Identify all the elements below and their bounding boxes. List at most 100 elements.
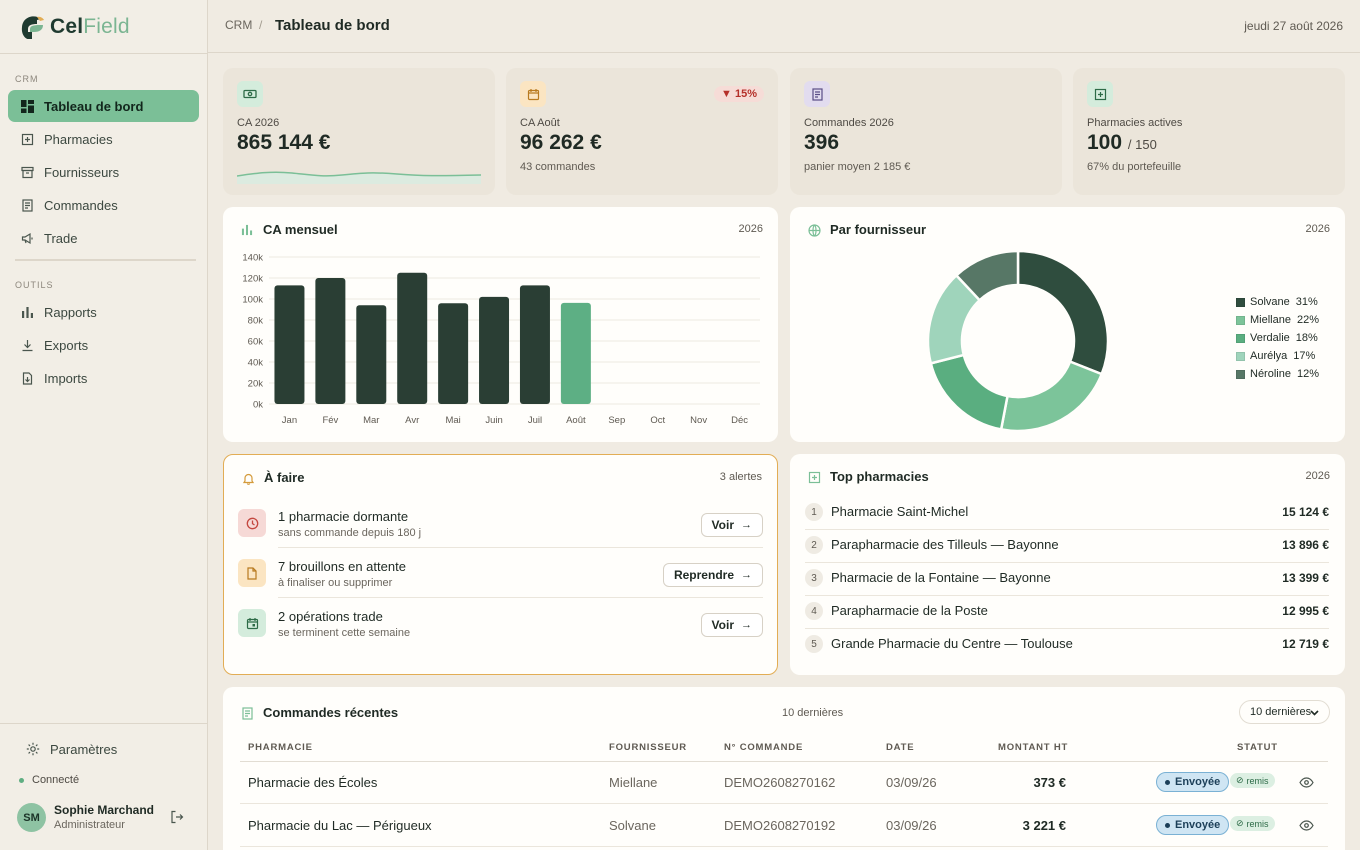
y-tick-label: 0k	[253, 400, 263, 411]
top-pharmacy-row[interactable]: 5 Grande Pharmacie du Centre — Toulouse …	[805, 629, 1329, 662]
legend-swatch	[1236, 333, 1245, 343]
slice-miellane[interactable]	[999, 359, 1104, 433]
rank-badge: 2	[805, 536, 823, 554]
breadcrumb-separator: /	[259, 18, 263, 32]
legend-value: 12%	[1296, 368, 1319, 380]
y-tick-label: 40k	[248, 358, 264, 369]
eye-icon[interactable]	[1299, 777, 1314, 788]
sidebar-item-label: Tableau de bord	[44, 98, 144, 114]
legend-item: Verdalie 18%	[1236, 332, 1318, 344]
page-title: Tableau de bord	[275, 17, 390, 34]
column-header-amount[interactable]: MONTANT HT	[998, 742, 1069, 753]
row-separator	[240, 803, 1328, 804]
bar-mar[interactable]	[356, 305, 387, 404]
card-title: Commandes récentes	[263, 705, 399, 720]
kpi-label: Pharmacies actives	[1087, 117, 1183, 129]
chevron-down-icon	[1310, 710, 1319, 716]
calendar-icon	[520, 81, 546, 107]
slice-verdalie[interactable]	[929, 353, 1009, 431]
pharmacy-amount: 13 896 €	[1282, 538, 1329, 552]
slice-solvane[interactable]	[1016, 249, 1110, 376]
legend-item: Solvane 31%	[1236, 296, 1318, 308]
pharmacy-amount: 13 399 €	[1282, 571, 1329, 585]
legend-swatch	[1236, 297, 1245, 307]
x-tick-label: Fév	[322, 415, 338, 426]
column-header-pharmacy[interactable]: PHARMACIE	[248, 742, 313, 753]
order-date: 03/09/26	[886, 818, 937, 833]
resume-drafts-button[interactable]: Reprendre →	[662, 563, 763, 587]
sidebar-item-label: Pharmacies	[44, 131, 113, 147]
kpi-sub: 67% du portefeuille	[1087, 161, 1182, 173]
receipt-icon	[240, 706, 254, 720]
alert-count: 3 alertes	[719, 471, 762, 483]
bar-jan[interactable]	[274, 285, 305, 404]
top-pharmacy-row[interactable]: 4 Parapharmacie de la Poste 12 995 €	[805, 596, 1329, 629]
arrow-right-icon: →	[741, 569, 752, 581]
sidebar-item-label: Exports	[44, 337, 89, 353]
building-icon	[1087, 81, 1113, 107]
avatar[interactable]: SM	[17, 803, 46, 832]
sidebar-item-orders[interactable]: Commandes	[8, 189, 199, 221]
bar-août[interactable]	[560, 302, 591, 404]
kpi-label: Commandes 2026	[804, 117, 894, 129]
bar-juin[interactable]	[479, 296, 510, 404]
bar-chart-icon	[20, 305, 34, 319]
download-icon	[20, 338, 34, 352]
status-dot-icon	[19, 777, 24, 783]
top-pharmacy-row[interactable]: 2 Parapharmacie des Tilleuls — Bayonne 1…	[805, 530, 1329, 563]
x-tick-label: Mai	[445, 415, 460, 426]
bar-juil[interactable]	[519, 285, 550, 404]
sidebar-item-pharmacies[interactable]: Pharmacies	[8, 123, 199, 155]
top-pharmacy-row[interactable]: 3 Pharmacie de la Fontaine — Bayonne 13 …	[805, 563, 1329, 596]
sidebar-item-trade[interactable]: Trade	[8, 222, 199, 254]
kpi-label: CA 2026	[237, 117, 280, 129]
row-separator	[278, 597, 763, 598]
sidebar-item-imports[interactable]: Imports	[8, 362, 199, 394]
sidebar-item-reports[interactable]: Rapports	[8, 296, 199, 328]
order-pharmacy[interactable]: Pharmacie du Lac — Périgueux	[248, 818, 432, 833]
x-tick-label: Juil	[528, 415, 542, 426]
column-header-order-number[interactable]: N° COMMANDE	[724, 742, 804, 753]
gear-icon	[26, 742, 40, 756]
orders-limit-select[interactable]: 10 dernières	[1239, 700, 1330, 724]
receipt-icon	[20, 198, 34, 212]
card-year: 2026	[1305, 470, 1330, 482]
clock-icon	[238, 509, 266, 537]
x-tick-label: Oct	[650, 415, 665, 426]
top-pharmacy-row[interactable]: 1 Pharmacie Saint-Michel 15 124 €	[805, 497, 1329, 530]
bar-chart-icon	[240, 223, 254, 237]
view-dormant-button[interactable]: Voir →	[700, 513, 763, 537]
column-header-supplier[interactable]: FOURNISSEUR	[609, 742, 687, 753]
top-bar: CRM / Tableau de bord jeudi 27 août 2026	[208, 0, 1360, 53]
legend-value: 17%	[1293, 350, 1316, 362]
todo-subtitle: à finaliser ou supprimer	[278, 577, 393, 589]
delivered-tag: ⊘ remis	[1230, 773, 1275, 788]
eye-icon[interactable]	[1299, 820, 1314, 831]
row-separator	[805, 529, 1329, 530]
arrow-right-icon: →	[741, 619, 752, 631]
order-amount: 3 221 €	[1022, 818, 1066, 833]
order-amount: 373 €	[1033, 775, 1066, 790]
sidebar-item-settings[interactable]: Paramètres	[14, 733, 199, 765]
view-trade-button[interactable]: Voir →	[700, 613, 763, 637]
x-tick-label: Août	[566, 415, 586, 426]
column-header-status[interactable]: STATUT	[1237, 742, 1278, 753]
top-pharmacies-card: Top pharmacies 2026 1 Pharmacie Saint-Mi…	[790, 454, 1345, 675]
row-separator	[240, 761, 1328, 762]
pharmacy-amount: 12 719 €	[1282, 637, 1329, 651]
column-header-date[interactable]: DATE	[886, 742, 915, 753]
x-tick-label: Juin	[485, 415, 502, 426]
sidebar-item-exports[interactable]: Exports	[8, 329, 199, 361]
order-number: DEMO2608270192	[724, 818, 836, 833]
bar-fév[interactable]	[315, 278, 346, 404]
sidebar-item-suppliers[interactable]: Fournisseurs	[8, 156, 199, 188]
breadcrumb[interactable]: CRM	[225, 18, 253, 32]
order-pharmacy[interactable]: Pharmacie des Écoles	[248, 775, 378, 790]
slice-néroline[interactable]	[954, 249, 1020, 302]
sidebar-item-dashboard[interactable]: Tableau de bord	[8, 90, 199, 122]
bar-avr[interactable]	[397, 272, 428, 404]
app-logo[interactable]: CelField	[18, 12, 130, 42]
x-tick-label: Déc	[731, 415, 748, 426]
bar-mai[interactable]	[438, 303, 469, 404]
logout-icon[interactable]	[170, 810, 184, 827]
